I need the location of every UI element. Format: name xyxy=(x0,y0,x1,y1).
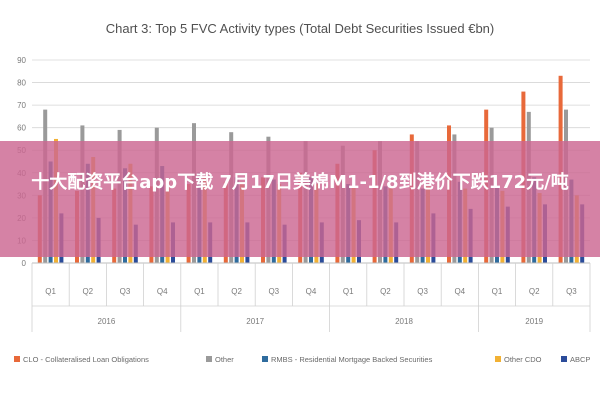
x-tick-label: Q2 xyxy=(82,287,93,296)
y-tick-label: 60 xyxy=(17,124,26,133)
y-tick-label: 90 xyxy=(17,56,26,65)
x-tick-label: Q2 xyxy=(529,287,540,296)
legend-swatch xyxy=(495,356,501,362)
chart-title: Chart 3: Top 5 FVC Activity types (Total… xyxy=(106,21,495,36)
overlay-banner-text: 十大配资平台app下载 7月17日美棉M1-1/8到港价下跌172元/吨 xyxy=(31,172,569,193)
legend-label: CLO - Collateralised Loan Obligations xyxy=(23,355,149,364)
x-tick-label: Q2 xyxy=(231,287,242,296)
x-tick-label: Q4 xyxy=(157,287,168,296)
x-tick-label: Q3 xyxy=(417,287,428,296)
legend-label: Other xyxy=(215,355,234,364)
overlay-banner: 十大配资平台app下载 7月17日美棉M1-1/8到港价下跌172元/吨 xyxy=(0,141,600,257)
legend-swatch xyxy=(14,356,20,362)
x-tick-label: Q4 xyxy=(454,287,465,296)
legend-label: Other CDO xyxy=(504,355,542,364)
legend-swatch xyxy=(262,356,268,362)
x-tick-label: Q3 xyxy=(120,287,131,296)
x-tick-label: Q3 xyxy=(268,287,279,296)
x-axis: Q1 Q2 Q3 Q4 Q1 Q2 Q3 Q4 Q1 Q2 Q3 Q4 Q1 Q2 Q3 2016 2017 20… xyxy=(31,262,591,332)
x-tick-label: Q1 xyxy=(492,287,503,296)
y-tick-label: 0 xyxy=(22,259,27,268)
legend-label: RMBS - Residential Mortgage Backed Secur… xyxy=(271,355,433,364)
y-tick-label: 80 xyxy=(17,79,26,88)
x-tick-label: Q3 xyxy=(566,287,577,296)
x-tick-label: Q2 xyxy=(380,287,391,296)
y-tick-label: 70 xyxy=(17,101,26,110)
legend-swatch xyxy=(561,356,567,362)
x-tick-label: Q4 xyxy=(306,287,317,296)
x-tick-label: Q1 xyxy=(194,287,205,296)
year-label: 2016 xyxy=(98,317,116,326)
legend-label: ABCP xyxy=(570,355,590,364)
year-label: 2017 xyxy=(246,317,264,326)
x-tick-label: Q1 xyxy=(343,287,354,296)
year-label: 2019 xyxy=(525,317,543,326)
legend: CLO - Collateralised Loan Obligations Oth… xyxy=(14,355,590,364)
x-tick-label: Q1 xyxy=(45,287,56,296)
legend-swatch xyxy=(206,356,212,362)
year-label: 2018 xyxy=(395,317,413,326)
